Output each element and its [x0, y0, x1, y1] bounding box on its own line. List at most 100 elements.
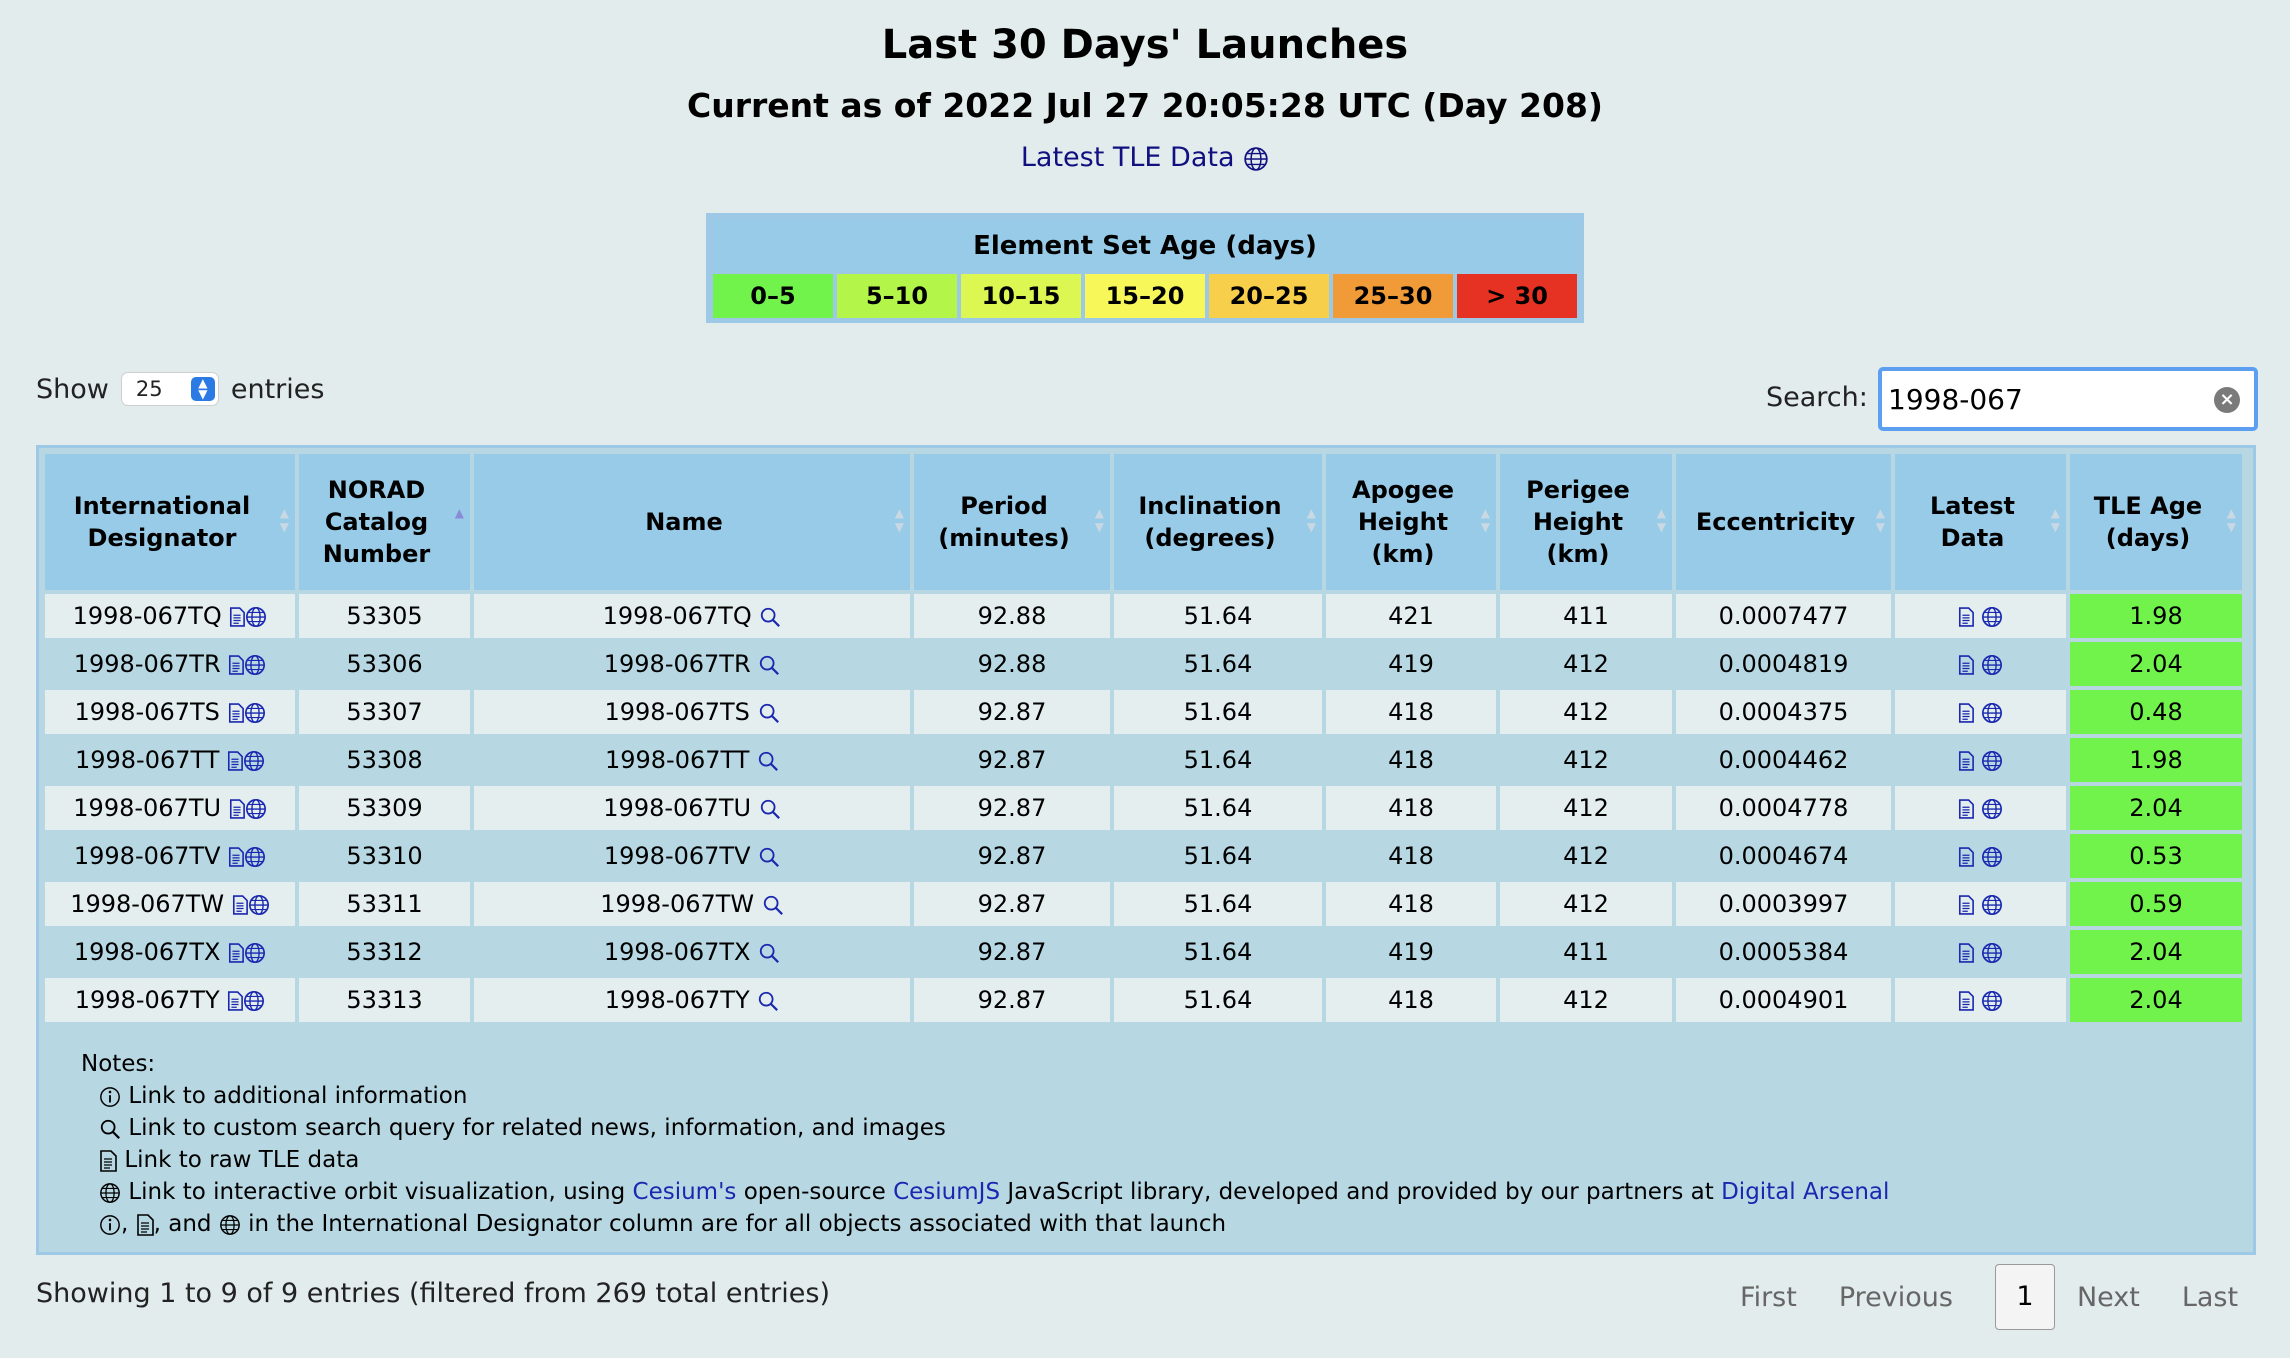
globe-icon[interactable]	[1981, 750, 2003, 772]
document-icon[interactable]	[228, 703, 244, 723]
sort-arrows-icon[interactable]: ▲	[454, 506, 464, 520]
tle-age-cell: 2.04	[2070, 642, 2242, 686]
column-header-eccentricity[interactable]: Eccentricity ▲ ▼	[1676, 454, 1891, 590]
globe-icon[interactable]	[244, 942, 266, 964]
globe-icon[interactable]	[1981, 942, 2003, 964]
show-label: Show	[36, 373, 109, 405]
document-icon[interactable]	[228, 943, 245, 963]
globe-icon[interactable]	[244, 702, 266, 724]
column-header-period[interactable]: Period (minutes) ▲ ▼	[914, 454, 1110, 590]
document-icon[interactable]	[1958, 895, 1974, 915]
search-label: Search:	[1766, 382, 1868, 413]
previous-page-button[interactable]: Previous	[1838, 1281, 1953, 1313]
globe-icon[interactable]	[1981, 702, 2003, 724]
globe-icon[interactable]	[1981, 990, 2003, 1012]
tle-age-cell: 0.59	[2070, 882, 2242, 926]
next-page-button[interactable]: Next	[2076, 1281, 2140, 1313]
name-text: 1998-067TW	[600, 890, 755, 918]
period-text: 92.87	[977, 890, 1047, 918]
magnifier-icon[interactable]	[758, 654, 780, 676]
page-title: Last 30 Days' Launches	[881, 22, 1409, 68]
document-icon[interactable]	[1958, 751, 1974, 771]
document-icon[interactable]	[227, 991, 244, 1011]
column-header-latest[interactable]: Latest Data ▲ ▼	[1895, 454, 2066, 590]
document-icon[interactable]	[229, 799, 245, 819]
magnifier-icon[interactable]	[758, 942, 780, 964]
column-header-inclination[interactable]: Inclination (degrees) ▲ ▼	[1114, 454, 1322, 590]
globe-icon[interactable]	[1981, 606, 2003, 628]
latest-tle-label[interactable]: Latest TLE Data	[1020, 142, 1235, 173]
document-icon[interactable]	[1958, 991, 1974, 1011]
tle-age-cell: 2.04	[2070, 786, 2242, 830]
document-icon[interactable]	[229, 607, 246, 627]
perigee-cell: 412	[1500, 834, 1672, 878]
document-icon[interactable]	[1958, 607, 1974, 627]
sort-arrows-icon[interactable]: ▲ ▼	[279, 506, 289, 534]
header-label: Catalog	[324, 508, 429, 536]
entries-select[interactable]: 25 ▲ ▼	[120, 372, 219, 406]
globe-icon[interactable]	[1981, 654, 2003, 676]
digital-arsenal-link[interactable]: Digital Arsenal	[1721, 1179, 1890, 1205]
document-icon[interactable]	[1958, 799, 1974, 819]
search-input[interactable]	[1882, 371, 2202, 427]
globe-icon[interactable]	[244, 846, 266, 868]
cesium-link[interactable]: Cesium's	[632, 1179, 737, 1205]
apogee-cell: 419	[1326, 930, 1496, 974]
globe-icon[interactable]	[245, 798, 267, 820]
magnifier-icon[interactable]	[757, 990, 779, 1012]
document-icon[interactable]	[227, 751, 243, 771]
magnifier-icon[interactable]	[757, 750, 779, 772]
magnifier-icon[interactable]	[759, 798, 781, 820]
document-icon[interactable]	[228, 847, 245, 867]
column-header-norad[interactable]: NORAD Catalog Number ▲	[299, 454, 470, 590]
inclination-text: 51.64	[1183, 794, 1253, 822]
globe-icon[interactable]	[1981, 894, 2003, 916]
latest-tle-link[interactable]: Latest TLE Data	[0, 142, 2290, 173]
globe-icon[interactable]	[1981, 798, 2003, 820]
perigee-cell: 412	[1500, 738, 1672, 782]
magnifier-icon[interactable]	[759, 606, 781, 628]
sort-arrows-icon[interactable]: ▲ ▼	[2050, 506, 2060, 534]
sort-arrows-icon[interactable]: ▲ ▼	[894, 506, 904, 534]
globe-icon[interactable]	[1981, 846, 2003, 868]
magnifier-icon[interactable]	[762, 894, 784, 916]
sort-arrows-icon[interactable]: ▲ ▼	[1656, 506, 1666, 534]
document-icon[interactable]	[232, 895, 248, 915]
first-page-button[interactable]: First	[1740, 1281, 1797, 1313]
globe-icon[interactable]	[248, 894, 270, 916]
column-header-age[interactable]: TLE Age (days) ▲ ▼	[2070, 454, 2242, 590]
last-page-button[interactable]: Last	[2181, 1281, 2239, 1313]
globe-icon[interactable]	[243, 750, 265, 772]
apogee-cell: 418	[1326, 882, 1496, 926]
globe-icon[interactable]	[1243, 146, 1269, 172]
column-header-perigee[interactable]: Perigee Height (km) ▲ ▼	[1500, 454, 1672, 590]
sort-arrows-icon[interactable]: ▲ ▼	[1875, 506, 1885, 534]
column-header-designator[interactable]: International Designator ▲ ▼	[45, 454, 295, 590]
header-label: International	[73, 492, 251, 520]
cesiumjs-link[interactable]: CesiumJS	[893, 1179, 1001, 1205]
sort-arrows-icon[interactable]: ▲ ▼	[1480, 506, 1490, 534]
globe-icon[interactable]	[244, 654, 266, 676]
globe-icon[interactable]	[243, 990, 265, 1012]
sort-arrows-icon[interactable]: ▲ ▼	[1094, 506, 1104, 534]
sort-arrows-icon[interactable]: ▲ ▼	[1306, 506, 1316, 534]
globe-icon[interactable]	[245, 606, 267, 628]
eccentricity-cell: 0.0004462	[1676, 738, 1891, 782]
document-icon[interactable]	[1958, 847, 1974, 867]
note-sep1: ,	[121, 1211, 129, 1237]
column-header-name[interactable]: Name ▲ ▼	[474, 454, 910, 590]
clear-search-icon[interactable]: ×	[2214, 387, 2240, 413]
page-1-button[interactable]: 1	[1994, 1264, 2055, 1330]
document-icon[interactable]	[1958, 943, 1974, 963]
document-icon[interactable]	[1958, 703, 1974, 723]
search-box[interactable]: ×	[1878, 367, 2258, 431]
sort-arrows-icon[interactable]: ▲ ▼	[2226, 506, 2236, 534]
notes-title: Notes:	[81, 1051, 156, 1077]
document-icon[interactable]	[1958, 655, 1974, 675]
document-icon[interactable]	[228, 655, 245, 675]
magnifier-icon[interactable]	[758, 702, 780, 724]
inclination-cell: 51.64	[1114, 594, 1322, 638]
column-header-apogee[interactable]: Apogee Height (km) ▲ ▼	[1326, 454, 1496, 590]
magnifier-icon[interactable]	[758, 846, 780, 868]
